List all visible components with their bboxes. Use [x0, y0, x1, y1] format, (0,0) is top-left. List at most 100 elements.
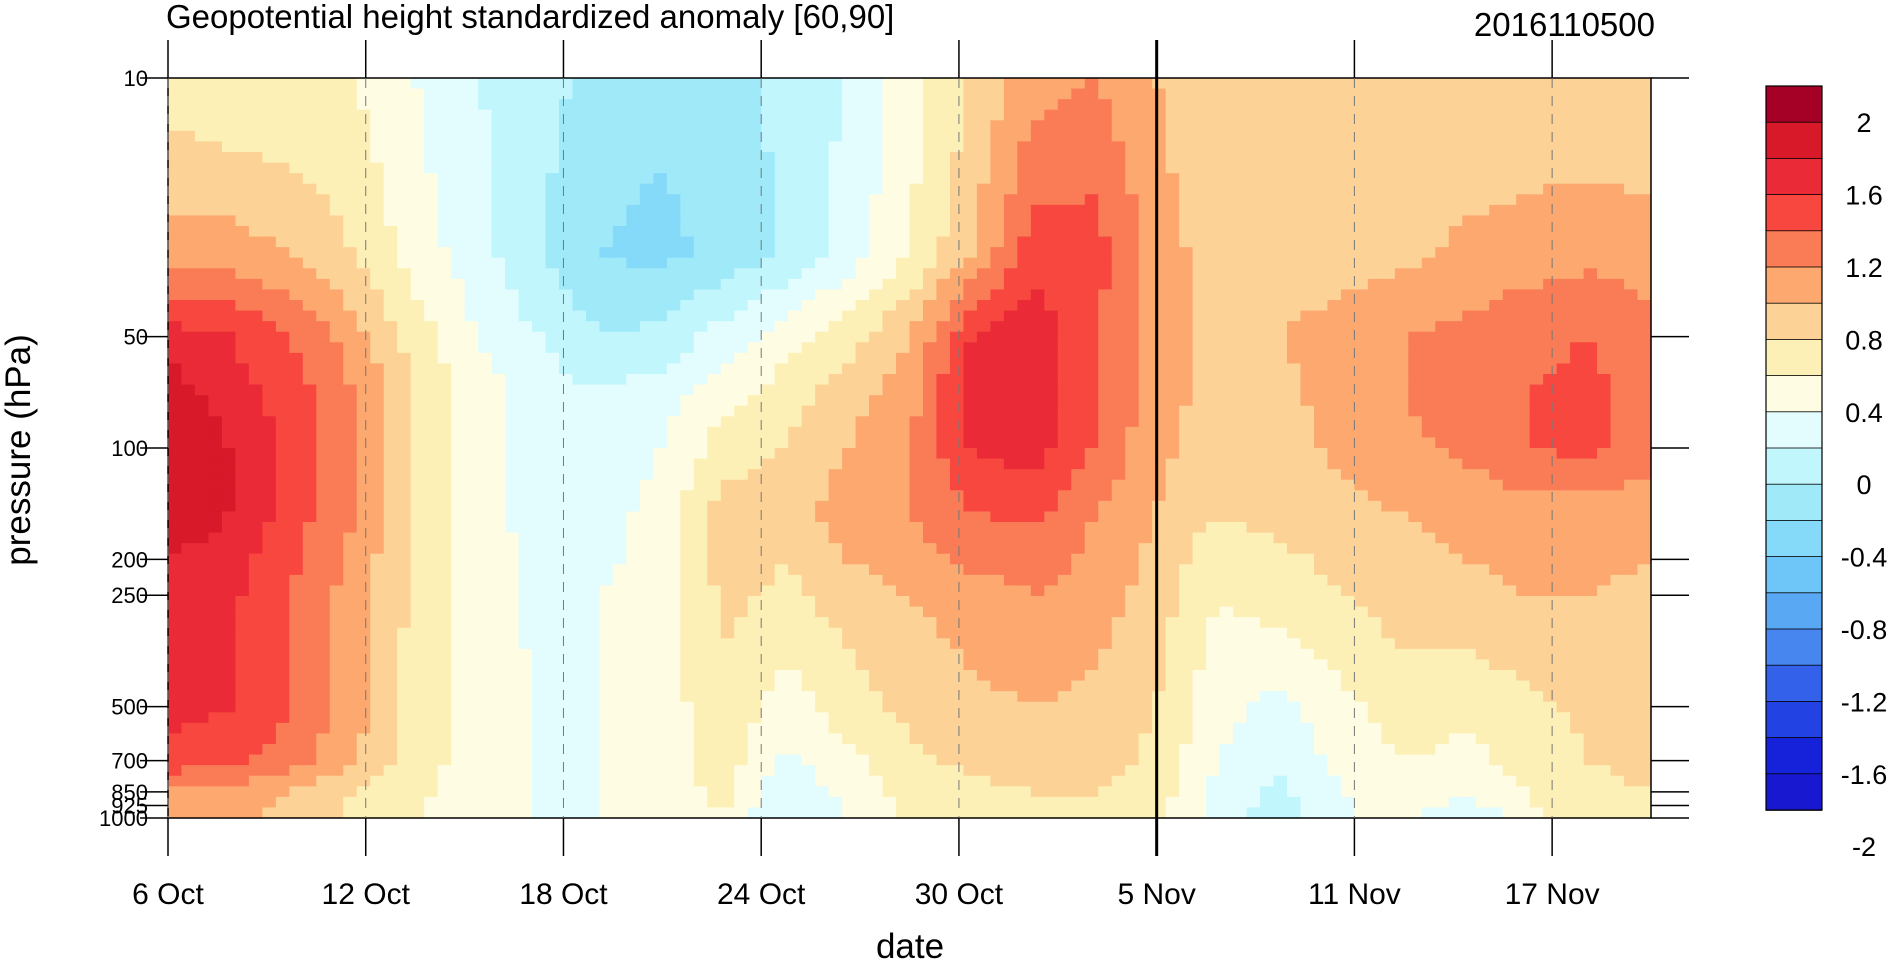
contour-cell: [855, 416, 870, 428]
contour-cell: [545, 479, 560, 491]
contour-cell: [1044, 109, 1059, 121]
contour-cell: [734, 120, 749, 132]
contour-cell: [693, 754, 708, 766]
contour-cell: [491, 522, 506, 534]
contour-cell: [855, 289, 870, 301]
contour-cell: [1044, 395, 1059, 407]
contour-cell: [976, 99, 991, 111]
contour-cell: [761, 236, 776, 248]
contour-cell: [1017, 120, 1032, 132]
contour-cell: [734, 204, 749, 217]
contour-cell: [963, 278, 978, 291]
contour-cell: [585, 99, 601, 111]
contour-cell: [302, 701, 317, 713]
contour-cell: [1111, 500, 1126, 513]
contour-cell: [599, 807, 614, 819]
contour-cell: [451, 152, 466, 164]
contour-cell: [289, 617, 304, 629]
contour-cell: [383, 458, 398, 470]
contour-cell: [734, 374, 749, 386]
contour-cell: [949, 648, 965, 661]
contour-cell: [397, 532, 412, 544]
contour-cell: [949, 659, 965, 671]
contour-cell: [532, 522, 547, 534]
contour-cell: [572, 680, 587, 692]
contour-cell: [976, 744, 991, 756]
contour-cell: [316, 532, 331, 544]
contour-cell: [788, 109, 803, 121]
contour-cell: [316, 796, 331, 809]
contour-cell: [949, 236, 965, 248]
contour-cell: [747, 680, 762, 692]
contour-cell: [1111, 606, 1126, 618]
contour-cell: [882, 469, 897, 481]
contour-cell: [343, 659, 358, 671]
contour-cell: [949, 130, 965, 143]
contour-cell: [1098, 141, 1113, 153]
contour-cell: [478, 617, 493, 629]
contour-cell: [949, 405, 965, 417]
contour-cell: [424, 257, 439, 269]
contour-cell: [869, 490, 884, 502]
contour-cell: [518, 162, 533, 174]
contour-cell: [451, 257, 466, 269]
contour-cell: [909, 331, 924, 343]
contour-cell: [1111, 490, 1126, 502]
contour-cell: [1057, 289, 1072, 301]
contour-cell: [194, 765, 210, 777]
contour-cell: [370, 511, 385, 523]
contour-cell: [437, 268, 452, 280]
contour-cell: [1003, 278, 1018, 291]
contour-cell: [801, 99, 816, 111]
contour-cell: [963, 744, 978, 756]
contour-cell: [1030, 352, 1045, 365]
contour-cell: [693, 289, 708, 301]
contour-cell: [478, 627, 493, 639]
contour-cell: [869, 204, 884, 217]
contour-cell: [1111, 130, 1126, 143]
contour-cell: [491, 638, 506, 650]
contour-cell: [464, 596, 479, 608]
contour-cell: [612, 395, 627, 407]
contour-cell: [842, 543, 857, 555]
contour-cell: [990, 574, 1005, 587]
contour-cell: [612, 278, 627, 291]
contour-cell: [720, 744, 735, 756]
contour-cell: [882, 162, 897, 174]
contour-cell: [424, 141, 439, 153]
contour-cell: [666, 701, 681, 713]
contour-cell: [545, 680, 560, 692]
contour-cell: [397, 479, 412, 491]
contour-cell: [221, 733, 237, 745]
contour-cell: [1125, 152, 1140, 164]
contour-cell: [383, 162, 398, 174]
contour-cell: [383, 278, 398, 291]
contour-cell: [882, 152, 897, 164]
contour-cell: [1098, 352, 1113, 365]
contour-cell: [1057, 374, 1072, 386]
contour-cell: [896, 152, 911, 164]
contour-cell: [855, 733, 870, 745]
contour-cell: [518, 152, 533, 164]
contour-cell: [626, 754, 641, 766]
contour-cell: [693, 352, 708, 365]
contour-cell: [329, 183, 344, 195]
contour-cell: [383, 574, 398, 587]
contour-cell: [262, 342, 277, 354]
contour-cell: [491, 321, 506, 333]
contour-cell: [491, 564, 506, 576]
contour-cell: [774, 553, 789, 565]
contour-cell: [612, 374, 627, 386]
contour-cell: [639, 405, 654, 417]
contour-cell: [356, 152, 371, 164]
contour-cell: [774, 278, 789, 291]
contour-cell: [922, 120, 938, 132]
contour-cell: [599, 448, 614, 460]
contour-cell: [801, 247, 816, 259]
contour-cell: [1084, 194, 1099, 206]
contour-cell: [949, 226, 965, 238]
contour-cell: [734, 300, 749, 312]
contour-cell: [774, 257, 789, 269]
contour-cell: [761, 617, 776, 629]
contour-cell: [774, 173, 789, 185]
